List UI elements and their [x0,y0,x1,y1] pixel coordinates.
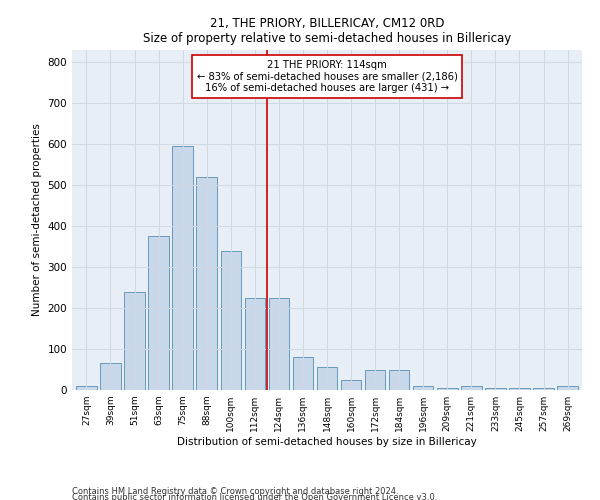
Bar [172,146,193,390]
Bar [533,388,554,390]
Bar [196,177,217,390]
Text: 21 THE PRIORY: 114sqm
← 83% of semi-detached houses are smaller (2,186)
16% of s: 21 THE PRIORY: 114sqm ← 83% of semi-deta… [197,60,457,94]
Bar [148,236,169,390]
Title: 21, THE PRIORY, BILLERICAY, CM12 0RD
Size of property relative to semi-detached : 21, THE PRIORY, BILLERICAY, CM12 0RD Siz… [143,16,511,44]
Bar [557,386,578,390]
Bar [76,386,97,390]
Y-axis label: Number of semi-detached properties: Number of semi-detached properties [32,124,42,316]
Bar [389,370,409,390]
X-axis label: Distribution of semi-detached houses by size in Billericay: Distribution of semi-detached houses by … [177,437,477,447]
Bar [221,250,241,390]
Bar [245,298,265,390]
Bar [341,380,361,390]
Bar [317,368,337,390]
Text: Contains HM Land Registry data © Crown copyright and database right 2024.: Contains HM Land Registry data © Crown c… [72,486,398,496]
Bar [124,292,145,390]
Bar [293,357,313,390]
Bar [365,370,385,390]
Bar [100,364,121,390]
Bar [485,388,506,390]
Bar [269,298,289,390]
Bar [461,386,482,390]
Bar [509,388,530,390]
Bar [437,388,458,390]
Text: Contains public sector information licensed under the Open Government Licence v3: Contains public sector information licen… [72,492,437,500]
Bar [413,386,433,390]
